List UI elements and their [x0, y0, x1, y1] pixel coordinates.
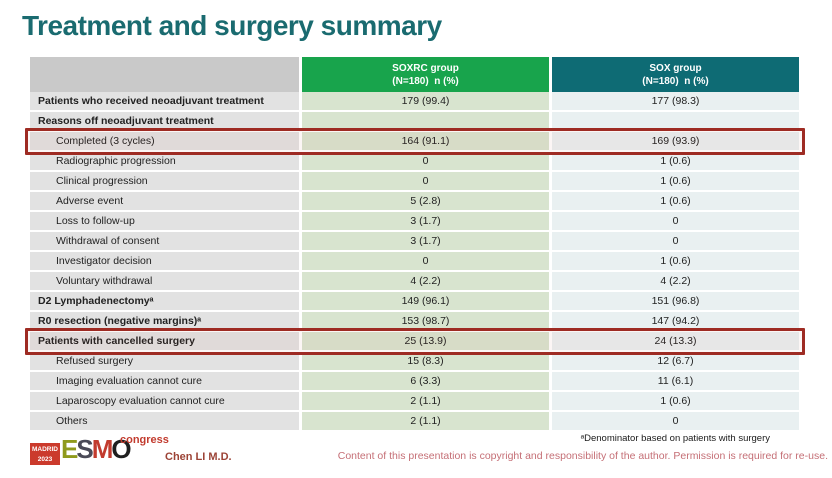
table-row: Refused surgery 15 (8.3) 12 (6.7)	[30, 352, 800, 372]
row-label: R0 resection (negative margins)ᵃ	[30, 312, 299, 332]
sox-value: 147 (94.2)	[552, 312, 799, 332]
madrid-2023-badge: MADRID 2023	[30, 443, 60, 465]
sox-value: 151 (96.8)	[552, 292, 799, 312]
sox-value: 169 (93.9)	[552, 132, 799, 152]
sox-value: 0	[552, 232, 799, 252]
sox-value: 1 (0.6)	[552, 172, 799, 192]
row-label: Radiographic progression	[30, 152, 299, 172]
table-row: Patients with cancelled surgery 25 (13.9…	[30, 332, 800, 352]
sox-value: 1 (0.6)	[552, 192, 799, 212]
sox-value: 0	[552, 212, 799, 232]
esmo-letter: O	[111, 434, 131, 464]
row-label: Voluntary withdrawal	[30, 272, 299, 292]
row-label: Reasons off neoadjuvant treatment	[30, 112, 299, 132]
table-row: Loss to follow-up 3 (1.7) 0	[30, 212, 800, 232]
soxrc-value: 6 (3.3)	[302, 372, 549, 392]
congress-label: congress	[120, 434, 169, 446]
soxrc-value: 164 (91.1)	[302, 132, 549, 152]
sox-group-sub: (N=180) n (%)	[642, 75, 709, 87]
row-label: Laparoscopy evaluation cannot cure	[30, 392, 299, 412]
table-row: D2 Lymphadenectomyᵃ 149 (96.1) 151 (96.8…	[30, 292, 800, 312]
table-row: R0 resection (negative margins)ᵃ 153 (98…	[30, 312, 800, 332]
row-label: Withdrawal of consent	[30, 232, 299, 252]
sox-value: 1 (0.6)	[552, 152, 799, 172]
presenter-name: Chen LI M.D.	[165, 451, 232, 463]
row-label: D2 Lymphadenectomyᵃ	[30, 292, 299, 312]
table-row: Investigator decision 0 1 (0.6)	[30, 252, 800, 272]
esmo-congress-logo: MADRID 2023 ESMO congress	[28, 434, 169, 472]
table-row: Laparoscopy evaluation cannot cure 2 (1.…	[30, 392, 800, 412]
header-empty-cell	[30, 57, 299, 92]
row-label: Completed (3 cycles)	[30, 132, 299, 152]
row-label: Adverse event	[30, 192, 299, 212]
soxrc-value	[302, 112, 549, 132]
soxrc-group-sub: (N=180) n (%)	[392, 75, 459, 87]
soxrc-value: 3 (1.7)	[302, 212, 549, 232]
sox-value: 11 (6.1)	[552, 372, 799, 392]
row-label: Patients with cancelled surgery	[30, 332, 299, 352]
soxrc-group-name: SOXRC group	[392, 62, 459, 74]
soxrc-value: 0	[302, 152, 549, 172]
table-row: Others 2 (1.1) 0	[30, 412, 800, 432]
table-row: Imaging evaluation cannot cure 6 (3.3) 1…	[30, 372, 800, 392]
soxrc-value: 15 (8.3)	[302, 352, 549, 372]
esmo-letter: M	[91, 434, 114, 464]
table-row: Reasons off neoadjuvant treatment	[30, 112, 800, 132]
sox-value: 4 (2.2)	[552, 272, 799, 292]
sox-value: 12 (6.7)	[552, 352, 799, 372]
sox-value	[552, 112, 799, 132]
soxrc-value: 5 (2.8)	[302, 192, 549, 212]
table-row: Patients who received neoadjuvant treatm…	[30, 92, 800, 112]
row-label: Refused surgery	[30, 352, 299, 372]
row-label: Loss to follow-up	[30, 212, 299, 232]
soxrc-value: 2 (1.1)	[302, 412, 549, 432]
soxrc-value: 0	[302, 172, 549, 192]
table-footnote: ᵃDenominator based on patients with surg…	[580, 433, 770, 444]
row-label: Others	[30, 412, 299, 432]
soxrc-value: 179 (99.4)	[302, 92, 549, 112]
sox-value: 1 (0.6)	[552, 392, 799, 412]
soxrc-value: 2 (1.1)	[302, 392, 549, 412]
row-label: Imaging evaluation cannot cure	[30, 372, 299, 392]
table-row: Radiographic progression 0 1 (0.6)	[30, 152, 800, 172]
esmo-logo-text: ESMO	[61, 434, 132, 464]
table-row: Clinical progression 0 1 (0.6)	[30, 172, 800, 192]
header-soxrc-group: SOXRC group (N=180) n (%)	[302, 57, 549, 92]
copyright-notice: Content of this presentation is copyrigh…	[337, 450, 828, 462]
soxrc-value: 4 (2.2)	[302, 272, 549, 292]
sox-value: 1 (0.6)	[552, 252, 799, 272]
esmo-letter: S	[76, 434, 93, 464]
table-row: Completed (3 cycles) 164 (91.1) 169 (93.…	[30, 132, 800, 152]
sox-value: 0	[552, 412, 799, 432]
sox-group-name: SOX group	[649, 62, 702, 74]
soxrc-value: 0	[302, 252, 549, 272]
row-label: Clinical progression	[30, 172, 299, 192]
table-row: Adverse event 5 (2.8) 1 (0.6)	[30, 192, 800, 212]
table-row: Withdrawal of consent 3 (1.7) 0	[30, 232, 800, 252]
sox-value: 177 (98.3)	[552, 92, 799, 112]
header-sox-group: SOX group (N=180) n (%)	[552, 57, 799, 92]
row-label: Investigator decision	[30, 252, 299, 272]
page-title: Treatment and surgery summary	[22, 10, 442, 41]
soxrc-value: 3 (1.7)	[302, 232, 549, 252]
table-row: Voluntary withdrawal 4 (2.2) 4 (2.2)	[30, 272, 800, 292]
soxrc-value: 25 (13.9)	[302, 332, 549, 352]
sox-value: 24 (13.3)	[552, 332, 799, 352]
esmo-letter: E	[61, 434, 78, 464]
summary-table: SOXRC group (N=180) n (%) SOX group (N=1…	[25, 57, 805, 432]
row-label: Patients who received neoadjuvant treatm…	[30, 92, 299, 112]
soxrc-value: 149 (96.1)	[302, 292, 549, 312]
table-header-row: SOXRC group (N=180) n (%) SOX group (N=1…	[30, 57, 800, 92]
soxrc-value: 153 (98.7)	[302, 312, 549, 332]
